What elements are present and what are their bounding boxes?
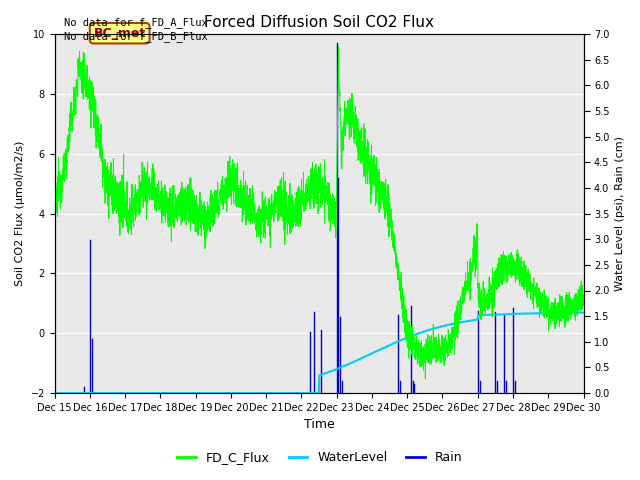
Text: No data for f_FD_A_Flux: No data for f_FD_A_Flux [64, 17, 208, 28]
Title: Forced Diffusion Soil CO2 Flux: Forced Diffusion Soil CO2 Flux [204, 15, 434, 30]
Text: BC_met: BC_met [93, 27, 146, 40]
X-axis label: Time: Time [304, 419, 335, 432]
Text: No data for f_FD_B_Flux: No data for f_FD_B_Flux [64, 31, 208, 42]
Legend: FD_C_Flux, WaterLevel, Rain: FD_C_Flux, WaterLevel, Rain [172, 446, 468, 469]
Y-axis label: Soil CO2 Flux (μmol/m2/s): Soil CO2 Flux (μmol/m2/s) [15, 141, 25, 286]
Y-axis label: Water Level (psi), Rain (cm): Water Level (psi), Rain (cm) [615, 136, 625, 291]
